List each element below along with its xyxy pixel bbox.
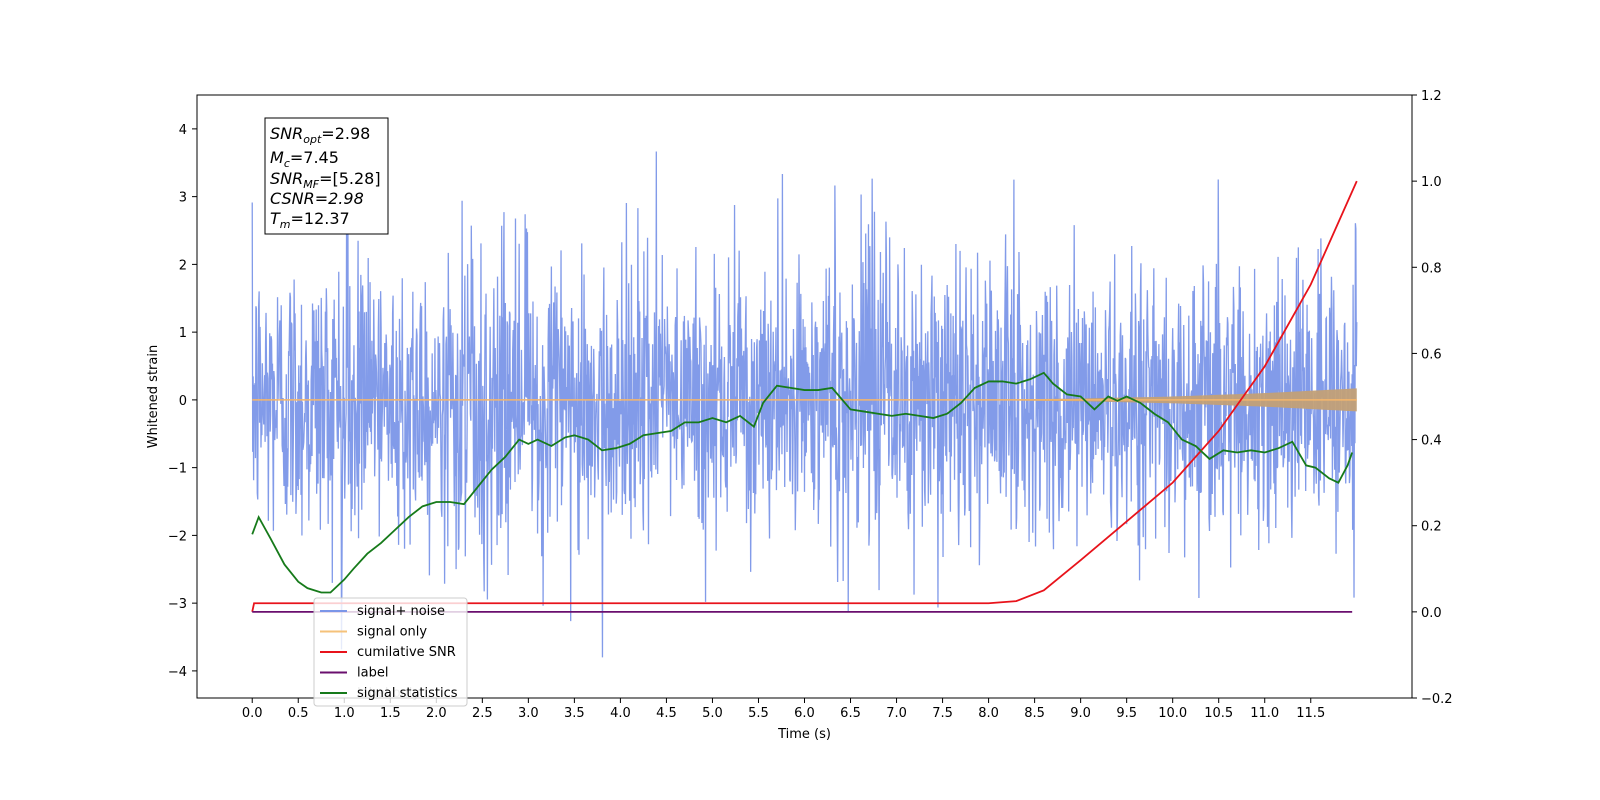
noise-polyline bbox=[251, 151, 1358, 658]
x-tick-label: 6.5 bbox=[840, 706, 861, 721]
x-tick-label: 3.5 bbox=[564, 706, 585, 721]
legend-label: signal statistics bbox=[357, 686, 458, 701]
info-csnr: CSNR=2.98 bbox=[270, 189, 364, 208]
legend-frame bbox=[313, 597, 468, 707]
right-y-axis-ticks: −0.2 0.0 0.2 0.4 0.6 0.8 1.0 1.2 bbox=[1412, 89, 1453, 707]
right-y-tick-label: 0.6 bbox=[1421, 347, 1442, 362]
x-tick-label: 6.0 bbox=[794, 706, 815, 721]
x-tick-label: 9.0 bbox=[1070, 706, 1091, 721]
right-y-tick-label: 0.0 bbox=[1421, 606, 1442, 621]
x-tick-label: 1.5 bbox=[380, 706, 401, 721]
x-tick-label: 4.5 bbox=[656, 706, 677, 721]
left-y-tick-label: −2 bbox=[168, 529, 187, 544]
signal-only-trace bbox=[252, 388, 1357, 412]
x-tick-label: 3.0 bbox=[518, 706, 539, 721]
info-merger-time: Tm=12.37 bbox=[270, 209, 350, 231]
x-tick-label: 10.0 bbox=[1158, 706, 1187, 721]
legend-label: label bbox=[357, 666, 388, 681]
left-y-tick-label: 2 bbox=[179, 258, 187, 273]
info-chirp-mass: Mc=7.45 bbox=[270, 148, 339, 170]
right-y-tick-label: 0.2 bbox=[1421, 520, 1442, 535]
x-tick-label: 11.5 bbox=[1296, 706, 1325, 721]
left-y-tick-label: −3 bbox=[168, 597, 187, 612]
left-y-tick-label: 0 bbox=[179, 394, 187, 409]
right-y-tick-label: 0.4 bbox=[1421, 434, 1442, 449]
x-tick-label: 10.5 bbox=[1204, 706, 1233, 721]
x-tick-label: 5.5 bbox=[748, 706, 769, 721]
info-snr-opt: SNRopt=2.98 bbox=[270, 124, 370, 146]
x-axis-ticks: 0.0 0.5 1.0 1.5 2.0 2.5 3.0 3.5 4.0 4.5 5.0 5.5 6.0 6… bbox=[242, 698, 1325, 721]
info-box: SNRopt=2.98 Mc=7.45 SNRMF=[5.28] CSNR=2.… bbox=[264, 117, 389, 235]
left-y-tick-label: 4 bbox=[179, 123, 187, 138]
left-y-axis-label: Whitened strain bbox=[146, 345, 161, 448]
x-tick-label: 8.5 bbox=[1024, 706, 1045, 721]
left-y-tick-label: −1 bbox=[168, 462, 187, 477]
left-y-tick-label: 3 bbox=[179, 191, 187, 206]
x-tick-label: 0.5 bbox=[288, 706, 309, 721]
x-tick-label: 9.5 bbox=[1116, 706, 1137, 721]
right-y-tick-label: 1.0 bbox=[1421, 175, 1442, 190]
x-tick-label: 5.0 bbox=[702, 706, 723, 721]
legend-label-label-only: label only bbox=[357, 686, 420, 701]
x-tick-label: 4.0 bbox=[610, 706, 631, 721]
x-tick-label: 2.0 bbox=[426, 706, 447, 721]
x-axis-label: Time (s) bbox=[777, 727, 831, 742]
cumilative-snr-line bbox=[251, 180, 1358, 613]
info-snr-mf: SNRMF=[5.28] bbox=[270, 169, 381, 191]
x-tick-label: 7.5 bbox=[932, 706, 953, 721]
legend-label: cumilative SNR bbox=[357, 645, 456, 660]
x-tick-label: 8.0 bbox=[978, 706, 999, 721]
signal-statistics-line bbox=[251, 371, 1354, 594]
left-y-axis-ticks: −4 −3 −2 −1 0 1 2 3 4 bbox=[168, 123, 197, 680]
x-tick-label: 2.5 bbox=[472, 706, 493, 721]
x-tick-label: 7.0 bbox=[886, 706, 907, 721]
x-tick-label: 11.0 bbox=[1250, 706, 1279, 721]
right-y-tick-label: 1.2 bbox=[1421, 89, 1442, 104]
legend: signal+ noise signal only cumilative SNR la… bbox=[313, 597, 468, 707]
legend-label: signal+ noise bbox=[357, 604, 445, 619]
right-y-tick-label: 0.8 bbox=[1421, 261, 1442, 276]
left-y-tick-label: −4 bbox=[168, 665, 187, 680]
x-tick-label: 0.0 bbox=[242, 706, 263, 721]
right-y-tick-label: −0.2 bbox=[1421, 692, 1453, 707]
signal-plus-noise-trace bbox=[251, 151, 1358, 658]
left-y-tick-label: 1 bbox=[179, 326, 187, 341]
legend-label: signal only bbox=[357, 625, 427, 640]
x-tick-label: 1.0 bbox=[334, 706, 355, 721]
